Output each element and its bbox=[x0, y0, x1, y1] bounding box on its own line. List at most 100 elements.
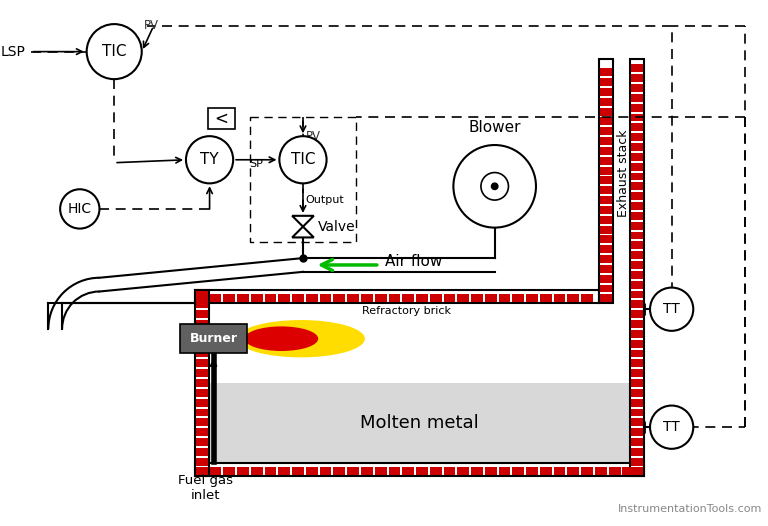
Bar bbox=[631, 340, 643, 348]
Bar bbox=[306, 468, 318, 476]
Bar bbox=[512, 295, 525, 302]
Bar bbox=[209, 383, 631, 462]
Bar bbox=[631, 300, 643, 308]
Circle shape bbox=[481, 173, 508, 200]
Text: Valve: Valve bbox=[318, 220, 356, 234]
Bar bbox=[600, 245, 611, 253]
Bar bbox=[631, 379, 643, 387]
Bar bbox=[609, 468, 621, 476]
Bar bbox=[631, 84, 643, 92]
Bar bbox=[631, 418, 643, 426]
Bar bbox=[526, 295, 538, 302]
Bar bbox=[196, 418, 207, 426]
Bar bbox=[600, 68, 611, 76]
Bar bbox=[196, 295, 207, 302]
Bar bbox=[595, 468, 607, 476]
Bar bbox=[600, 255, 611, 263]
Bar bbox=[600, 186, 611, 194]
Bar bbox=[631, 163, 643, 170]
Text: PV: PV bbox=[306, 130, 321, 143]
Bar bbox=[251, 295, 263, 302]
Bar bbox=[223, 468, 235, 476]
Bar bbox=[195, 289, 599, 304]
Text: SP: SP bbox=[249, 159, 263, 169]
Bar bbox=[631, 241, 643, 249]
Bar bbox=[631, 192, 643, 200]
Bar bbox=[444, 468, 455, 476]
Bar bbox=[389, 468, 400, 476]
Circle shape bbox=[60, 189, 100, 229]
Bar bbox=[210, 468, 221, 476]
Circle shape bbox=[186, 136, 233, 184]
Bar bbox=[292, 468, 304, 476]
Circle shape bbox=[87, 24, 142, 79]
Bar bbox=[599, 58, 613, 304]
Bar bbox=[631, 428, 643, 436]
Bar bbox=[498, 468, 511, 476]
Bar bbox=[292, 295, 304, 302]
Bar bbox=[600, 177, 611, 184]
Bar bbox=[180, 324, 247, 353]
Text: Refractory brick: Refractory brick bbox=[362, 306, 451, 316]
Polygon shape bbox=[292, 216, 314, 227]
Bar bbox=[416, 295, 428, 302]
Bar bbox=[600, 216, 611, 224]
Bar bbox=[631, 271, 643, 279]
Bar bbox=[195, 462, 644, 477]
Bar bbox=[600, 147, 611, 155]
Bar bbox=[600, 88, 611, 96]
Bar bbox=[430, 468, 442, 476]
Bar bbox=[512, 468, 525, 476]
Bar bbox=[600, 137, 611, 145]
Bar bbox=[237, 468, 249, 476]
Bar bbox=[631, 64, 643, 72]
Bar bbox=[375, 295, 386, 302]
Bar bbox=[631, 153, 643, 161]
Bar bbox=[600, 78, 611, 86]
Bar bbox=[600, 236, 611, 244]
Bar bbox=[196, 448, 207, 456]
Bar bbox=[554, 468, 565, 476]
Bar bbox=[196, 399, 207, 407]
Bar bbox=[196, 320, 207, 328]
Bar bbox=[631, 438, 643, 446]
Bar bbox=[600, 127, 611, 135]
Bar bbox=[600, 167, 611, 175]
Bar bbox=[631, 133, 643, 141]
Bar bbox=[581, 295, 593, 302]
Bar bbox=[444, 295, 455, 302]
Bar bbox=[581, 468, 593, 476]
Bar bbox=[319, 295, 332, 302]
Bar bbox=[631, 458, 643, 466]
Bar bbox=[196, 409, 207, 417]
Bar bbox=[631, 399, 643, 407]
Bar bbox=[600, 275, 611, 282]
Bar bbox=[210, 295, 221, 302]
Bar bbox=[623, 468, 634, 476]
Bar bbox=[540, 295, 551, 302]
Circle shape bbox=[491, 183, 498, 190]
Bar bbox=[196, 310, 207, 318]
Bar bbox=[631, 202, 643, 210]
Bar bbox=[237, 295, 249, 302]
Text: Exhaust stack: Exhaust stack bbox=[617, 130, 630, 217]
Bar bbox=[631, 468, 643, 476]
Bar bbox=[471, 468, 483, 476]
Bar bbox=[196, 330, 207, 338]
Polygon shape bbox=[292, 227, 314, 237]
Bar bbox=[631, 251, 643, 259]
Text: Fuel gas
inlet: Fuel gas inlet bbox=[178, 474, 233, 502]
Text: Blower: Blower bbox=[468, 120, 521, 135]
Bar bbox=[402, 468, 414, 476]
Bar bbox=[196, 290, 207, 298]
Bar bbox=[631, 261, 643, 269]
Bar bbox=[333, 295, 346, 302]
Bar bbox=[195, 289, 209, 477]
Bar bbox=[196, 369, 207, 377]
Bar bbox=[600, 206, 611, 214]
Text: PV: PV bbox=[144, 19, 159, 32]
Bar bbox=[631, 359, 643, 367]
Bar bbox=[631, 310, 643, 318]
Bar bbox=[600, 285, 611, 292]
Bar bbox=[631, 231, 643, 239]
